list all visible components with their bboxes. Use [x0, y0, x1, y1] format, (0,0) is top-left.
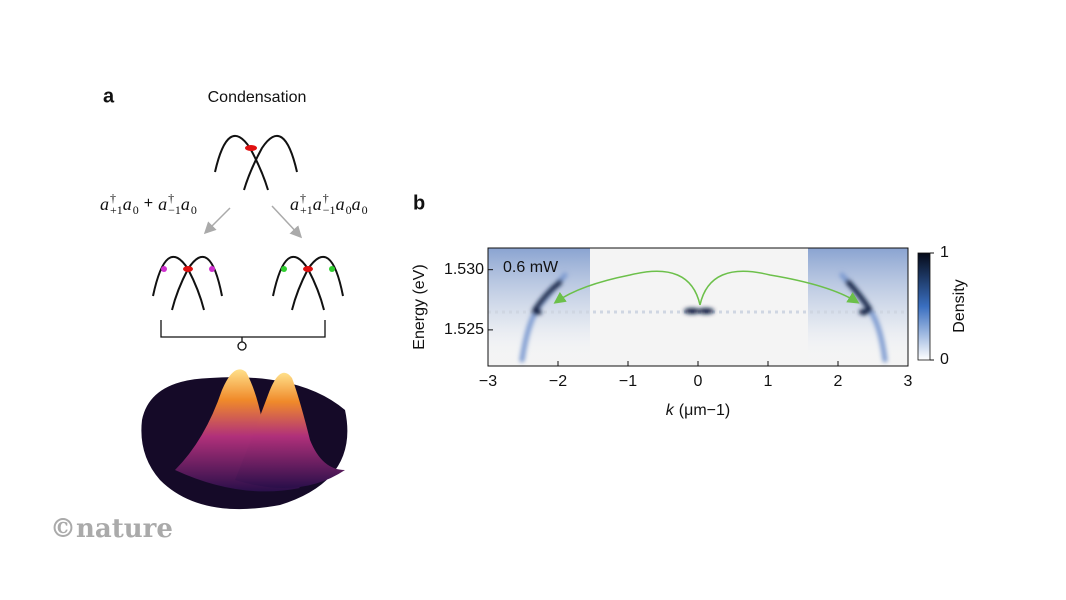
x-tick-label: 2	[834, 373, 843, 390]
bracket-node	[237, 341, 247, 351]
arrow	[271, 205, 303, 239]
x-axis-label: k (μm−1)	[666, 402, 730, 419]
y-tick-label: 1.525	[444, 321, 484, 338]
scripts: † −1	[323, 192, 336, 216]
dot	[329, 266, 335, 272]
term-base: a	[351, 193, 361, 214]
subscript: +1	[300, 203, 313, 217]
condensate-dot	[245, 145, 257, 151]
scripts: 0	[133, 192, 139, 216]
credit: ©nature	[50, 514, 173, 544]
x-label-var: k	[666, 402, 675, 419]
colorbar-label: Density	[951, 279, 968, 332]
subscript: 0	[361, 203, 368, 217]
x-tick-label: −1	[619, 373, 637, 390]
heatmap	[487, 247, 909, 367]
x-label-unit: (μm−1)	[679, 402, 730, 419]
dispersion-left	[152, 256, 223, 311]
scripts: † +1	[300, 192, 313, 216]
colorbar-tick-label: 1	[940, 244, 949, 261]
panel-label: b	[413, 192, 425, 214]
term-base: a	[122, 193, 132, 214]
subscript: 0	[190, 203, 197, 217]
y-tick-label: 1.530	[444, 261, 484, 278]
x-tick-label: −2	[549, 373, 567, 390]
subscript: −1	[168, 203, 181, 217]
dot	[161, 266, 167, 272]
annotation: 0.6 mW	[503, 259, 559, 276]
term: a 0	[180, 192, 197, 217]
x-tick-label: 0	[694, 373, 703, 390]
formula-left: a † +1 a 0 + a † −1 a 0	[100, 192, 197, 216]
ticks: −3 −2 −1 0 1 2 3 1.525 1.530 0 1	[444, 244, 949, 390]
y-axis-label: Energy (eV)	[411, 264, 428, 349]
dispersion-top	[214, 135, 298, 191]
panel-label: a	[103, 85, 115, 107]
term: a 0	[335, 192, 352, 217]
scripts: 0	[191, 192, 197, 216]
dot	[281, 266, 287, 272]
subscript: +1	[110, 203, 123, 217]
term-base: a	[180, 193, 190, 214]
colorbar-tick-label: 0	[940, 351, 949, 368]
scripts: † −1	[168, 192, 181, 216]
term: a 0	[351, 192, 368, 217]
bracket	[160, 320, 326, 342]
term-base: a	[290, 193, 299, 214]
term: a 0	[122, 192, 139, 217]
term: a † −1	[313, 192, 336, 216]
superscript: †	[110, 191, 116, 205]
term: a † +1	[100, 192, 123, 216]
scripts: 0	[362, 192, 368, 216]
term: a † +1	[290, 192, 313, 216]
operator: +	[143, 195, 154, 212]
arrow	[203, 207, 231, 235]
dot	[303, 266, 313, 272]
x-tick-label: 3	[904, 373, 913, 390]
superscript: †	[300, 191, 306, 205]
subscript: 0	[345, 203, 352, 217]
x-tick-label: 1	[764, 373, 773, 390]
scripts: 0	[346, 192, 352, 216]
dot	[183, 266, 193, 272]
superscript: †	[168, 191, 175, 205]
term: a † −1	[158, 192, 181, 216]
x-tick-label: −3	[479, 373, 497, 390]
surface-plot	[141, 369, 348, 510]
superscript: †	[322, 191, 329, 205]
subscript: 0	[132, 203, 139, 217]
term-base: a	[335, 193, 345, 214]
dot	[209, 266, 215, 272]
scripts: † +1	[110, 192, 123, 216]
colorbar	[917, 252, 931, 361]
term-base: a	[158, 193, 168, 214]
term-base: a	[312, 193, 322, 214]
dispersion-right	[272, 256, 344, 311]
term-base: a	[100, 193, 109, 214]
panel-title: Condensation	[208, 89, 307, 106]
subscript: −1	[322, 203, 336, 217]
